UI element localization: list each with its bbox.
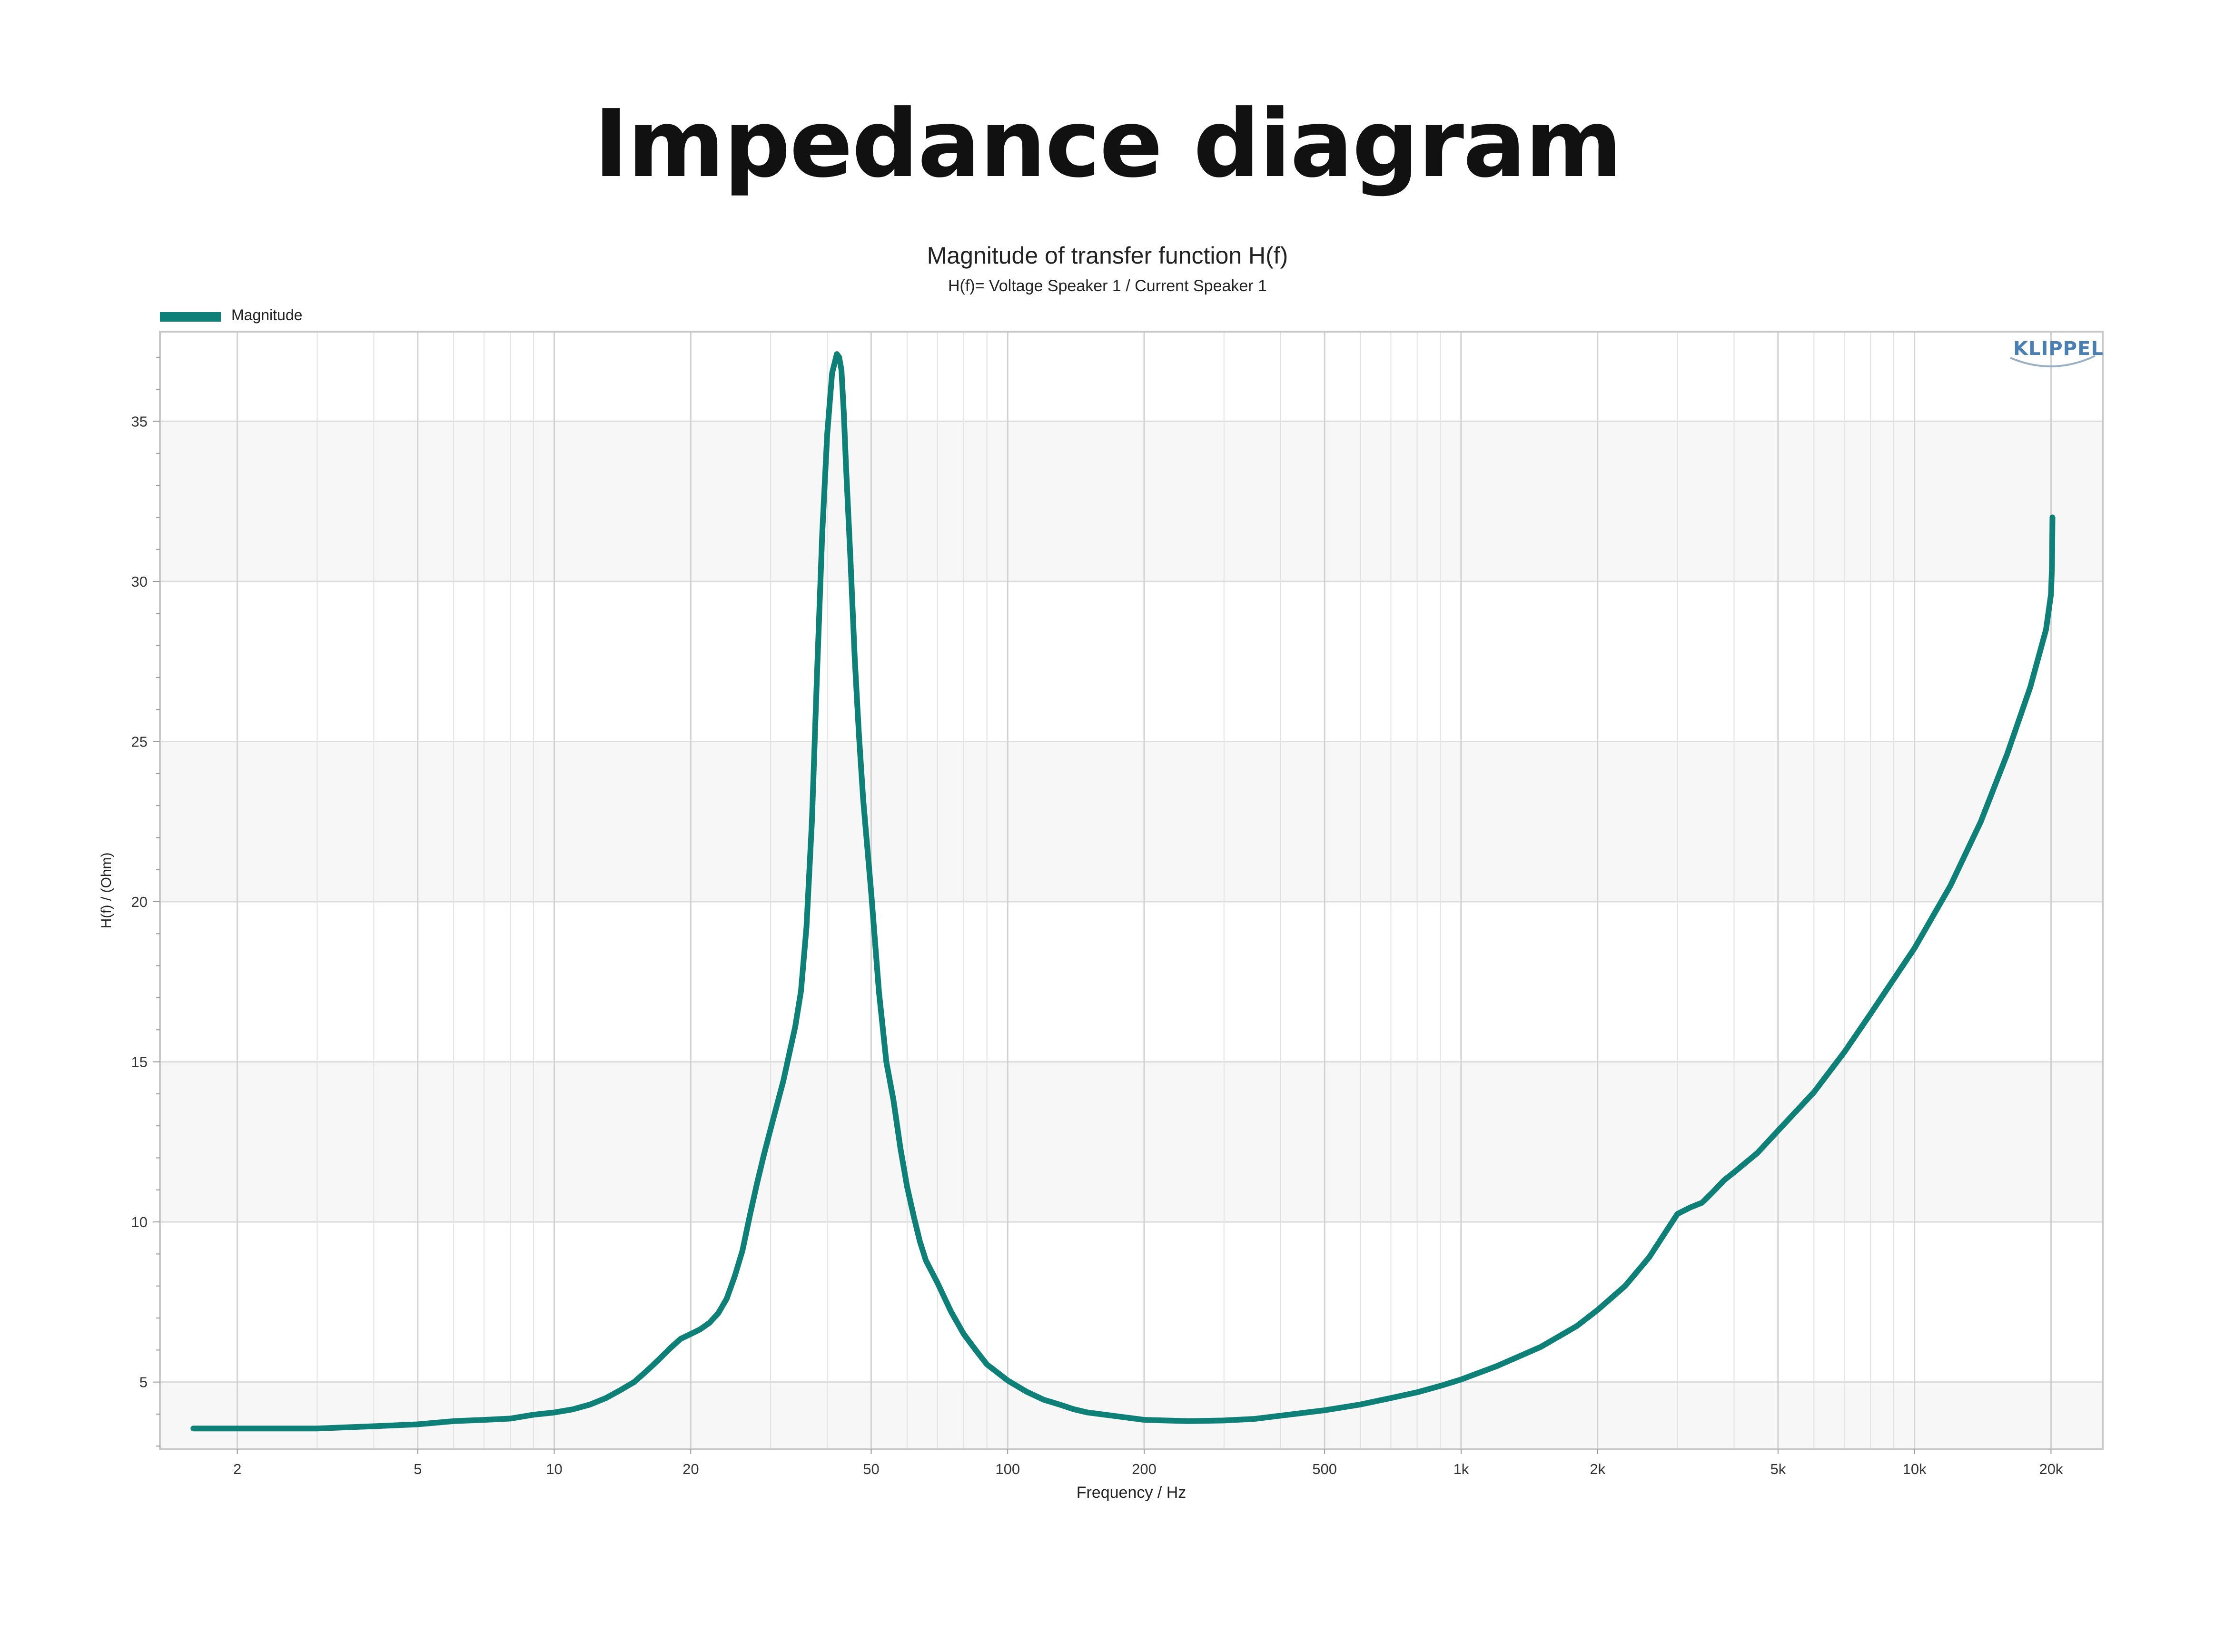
- logo-swoosh-icon: [2010, 355, 2096, 367]
- plot-band: [160, 1062, 2103, 1222]
- y-tick-label: 5: [139, 1374, 148, 1391]
- x-axis-ticks: 2 5 10 20 50 100 200 500 1k 2k 5k 10k 20k: [233, 1449, 2063, 1477]
- series-layer: [190, 351, 2056, 1432]
- y-tick-label: 15: [131, 1054, 148, 1071]
- x-tick-label: 2k: [1590, 1461, 1605, 1477]
- x-tick-label: 20k: [2039, 1461, 2063, 1477]
- x-tick-label: 200: [1132, 1461, 1157, 1477]
- y-tick-label: 35: [131, 413, 148, 430]
- plot-band: [160, 421, 2103, 581]
- legend-label-magnitude: Magnitude: [231, 306, 303, 324]
- x-tick-label: 1k: [1454, 1461, 1469, 1477]
- brand-logo: KLIPPEL: [2013, 338, 2104, 360]
- chart-title: Magnitude of transfer function H(f): [927, 242, 1288, 269]
- x-tick-label: 2: [233, 1461, 241, 1477]
- plot-border: [159, 331, 2104, 1450]
- series-line-magnitude: [190, 351, 2056, 1432]
- plot-bands: [160, 421, 2103, 1449]
- x-tick-label: 10k: [1903, 1461, 1927, 1477]
- x-tick-label: 5: [414, 1461, 422, 1477]
- page-title: Impedance diagram: [593, 90, 1622, 198]
- y-tick-label: 25: [131, 734, 148, 750]
- grid-lines: [160, 332, 2103, 1449]
- legend-swatch-magnitude: [160, 312, 221, 322]
- x-tick-label: 500: [1312, 1461, 1337, 1477]
- y-axis-label: H(f) / (Ohm): [99, 853, 114, 929]
- x-tick-label: 10: [546, 1461, 562, 1477]
- y-axis-ticks: 5 10 15 20 25 30 35: [131, 356, 160, 1447]
- plot-band: [160, 741, 2103, 902]
- x-tick-label: 20: [682, 1461, 699, 1477]
- y-tick-label: 10: [131, 1214, 148, 1230]
- y-tick-label: 20: [131, 894, 148, 910]
- x-tick-label: 100: [995, 1461, 1020, 1477]
- chart-subtitle: H(f)= Voltage Speaker 1 / Current Speake…: [948, 277, 1267, 295]
- y-tick-label: 30: [131, 573, 148, 590]
- x-axis-label: Frequency / Hz: [1077, 1484, 1187, 1502]
- x-tick-label: 50: [863, 1461, 879, 1477]
- x-tick-label: 5k: [1770, 1461, 1786, 1477]
